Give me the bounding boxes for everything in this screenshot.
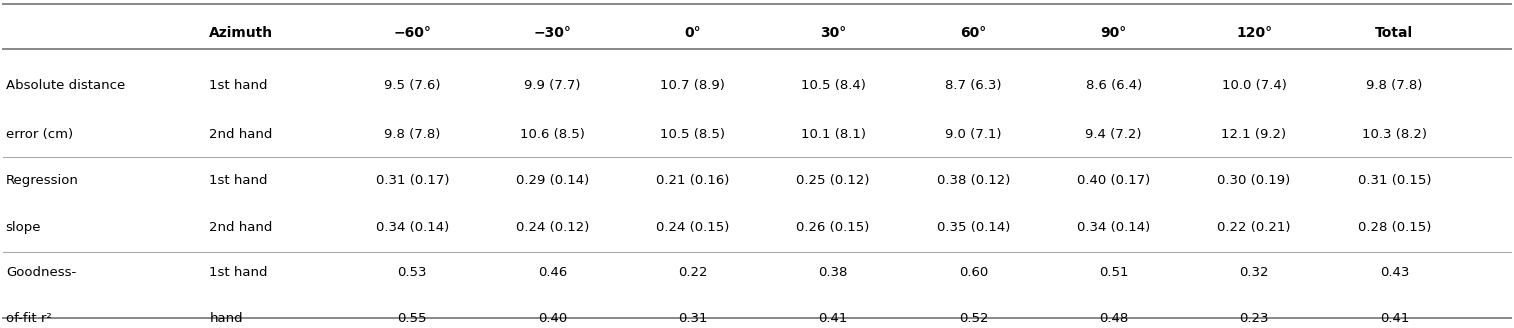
Text: 0.34 (0.14): 0.34 (0.14) (1076, 221, 1151, 235)
Text: 2nd hand: 2nd hand (209, 128, 273, 141)
Text: Absolute distance: Absolute distance (6, 79, 126, 92)
Text: 1st hand: 1st hand (209, 79, 268, 92)
Text: 0.24 (0.15): 0.24 (0.15) (656, 221, 730, 235)
Text: 10.3 (8.2): 10.3 (8.2) (1361, 128, 1426, 141)
Text: 0.46: 0.46 (537, 266, 568, 279)
Text: 0.51: 0.51 (1099, 266, 1128, 279)
Text: 0.40 (0.17): 0.40 (0.17) (1076, 174, 1151, 187)
Text: 0.31 (0.15): 0.31 (0.15) (1358, 174, 1431, 187)
Text: Total: Total (1375, 26, 1414, 40)
Text: 0.38 (0.12): 0.38 (0.12) (937, 174, 1010, 187)
Text: 0.26 (0.15): 0.26 (0.15) (796, 221, 871, 235)
Text: 9.8 (7.8): 9.8 (7.8) (1366, 79, 1423, 92)
Text: 10.7 (8.9): 10.7 (8.9) (660, 79, 725, 92)
Text: 0.32: 0.32 (1240, 266, 1269, 279)
Text: 0.52: 0.52 (958, 312, 989, 325)
Text: error (cm): error (cm) (6, 128, 73, 141)
Text: 8.6 (6.4): 8.6 (6.4) (1086, 79, 1142, 92)
Text: 1st hand: 1st hand (209, 266, 268, 279)
Text: 120°: 120° (1235, 26, 1272, 40)
Text: 0.60: 0.60 (958, 266, 989, 279)
Text: 10.5 (8.5): 10.5 (8.5) (660, 128, 725, 141)
Text: 0.35 (0.14): 0.35 (0.14) (937, 221, 1010, 235)
Text: 9.4 (7.2): 9.4 (7.2) (1086, 128, 1142, 141)
Text: 12.1 (9.2): 12.1 (9.2) (1222, 128, 1287, 141)
Text: 0.31: 0.31 (678, 312, 707, 325)
Text: 10.1 (8.1): 10.1 (8.1) (801, 128, 866, 141)
Text: 1st hand: 1st hand (209, 174, 268, 187)
Text: 9.9 (7.7): 9.9 (7.7) (524, 79, 581, 92)
Text: 30°: 30° (821, 26, 846, 40)
Text: 8.7 (6.3): 8.7 (6.3) (945, 79, 1002, 92)
Text: Regression: Regression (6, 174, 79, 187)
Text: slope: slope (6, 221, 41, 235)
Text: 0.48: 0.48 (1099, 312, 1128, 325)
Text: Azimuth: Azimuth (209, 26, 274, 40)
Text: Goodness-: Goodness- (6, 266, 76, 279)
Text: 0.28 (0.15): 0.28 (0.15) (1358, 221, 1431, 235)
Text: 60°: 60° (960, 26, 987, 40)
Text: hand: hand (209, 312, 244, 325)
Text: of-fit r²: of-fit r² (6, 312, 51, 325)
Text: 0.34 (0.14): 0.34 (0.14) (375, 221, 450, 235)
Text: −30°: −30° (533, 26, 572, 40)
Text: 9.8 (7.8): 9.8 (7.8) (385, 128, 441, 141)
Text: 0.23: 0.23 (1240, 312, 1269, 325)
Text: 0°: 0° (684, 26, 701, 40)
Text: 10.0 (7.4): 10.0 (7.4) (1222, 79, 1287, 92)
Text: 0.24 (0.12): 0.24 (0.12) (516, 221, 589, 235)
Text: 0.40: 0.40 (537, 312, 568, 325)
Text: 0.55: 0.55 (398, 312, 427, 325)
Text: 0.41: 0.41 (1379, 312, 1410, 325)
Text: −60°: −60° (394, 26, 431, 40)
Text: 0.31 (0.17): 0.31 (0.17) (375, 174, 450, 187)
Text: 0.21 (0.16): 0.21 (0.16) (656, 174, 730, 187)
Text: 90°: 90° (1101, 26, 1126, 40)
Text: 2nd hand: 2nd hand (209, 221, 273, 235)
Text: 0.53: 0.53 (398, 266, 427, 279)
Text: 0.22 (0.21): 0.22 (0.21) (1217, 221, 1291, 235)
Text: 0.38: 0.38 (819, 266, 848, 279)
Text: 0.30 (0.19): 0.30 (0.19) (1217, 174, 1290, 187)
Text: 0.25 (0.12): 0.25 (0.12) (796, 174, 871, 187)
Text: 0.41: 0.41 (819, 312, 848, 325)
Text: 0.43: 0.43 (1379, 266, 1410, 279)
Text: 10.5 (8.4): 10.5 (8.4) (801, 79, 866, 92)
Text: 9.0 (7.1): 9.0 (7.1) (945, 128, 1002, 141)
Text: 0.22: 0.22 (678, 266, 707, 279)
Text: 10.6 (8.5): 10.6 (8.5) (521, 128, 584, 141)
Text: 9.5 (7.6): 9.5 (7.6) (385, 79, 441, 92)
Text: 0.29 (0.14): 0.29 (0.14) (516, 174, 589, 187)
